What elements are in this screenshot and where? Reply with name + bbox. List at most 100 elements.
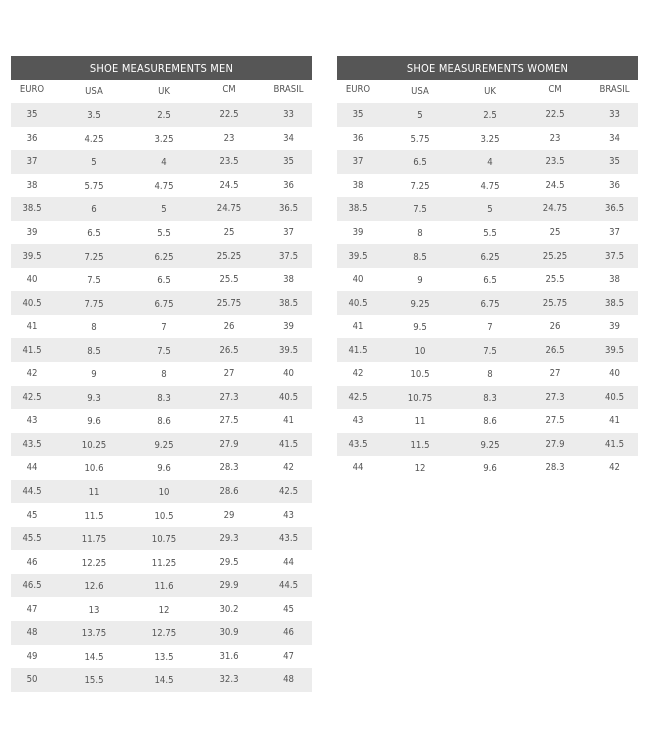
cell-brasil: 40.5 bbox=[278, 391, 299, 403]
cell-brasil: 38 bbox=[609, 274, 620, 286]
table-row: 46 12.25 11.25 29.5 44 bbox=[11, 550, 312, 574]
cell-uk: 11.25 bbox=[151, 557, 177, 569]
cell-uk: 9.25 bbox=[480, 439, 500, 451]
cell-usa: 13.75 bbox=[81, 628, 107, 640]
table-row: 38.5 7.5 5 24.75 36.5 bbox=[337, 197, 638, 221]
cell-usa: 10.5 bbox=[410, 369, 430, 381]
cell-usa: 10 bbox=[414, 345, 426, 357]
cell-cm: 32.3 bbox=[219, 674, 239, 686]
cell-usa: 7.5 bbox=[413, 204, 427, 216]
cell-brasil: 38 bbox=[283, 274, 294, 286]
cell-euro: 42.5 bbox=[22, 391, 42, 403]
cell-brasil: 42 bbox=[283, 462, 294, 474]
cell-usa: 11.5 bbox=[410, 439, 430, 451]
cell-usa: 12.6 bbox=[84, 581, 104, 593]
cell-cm: 27.3 bbox=[219, 391, 239, 403]
cell-usa: 7.25 bbox=[84, 251, 104, 263]
table-row: 43 9.6 8.6 27.5 41 bbox=[11, 409, 312, 433]
cell-uk: 8 bbox=[161, 369, 167, 381]
table-row: 46.5 12.6 11.6 29.9 44.5 bbox=[11, 573, 312, 598]
cell-usa: 9 bbox=[91, 369, 97, 381]
cell-uk: 6.5 bbox=[157, 275, 171, 287]
table-row: 45.5 11.75 10.75 29.3 43.5 bbox=[11, 526, 312, 551]
table-row: 40 9 6.5 25.5 38 bbox=[337, 268, 638, 292]
cell-brasil: 33 bbox=[609, 109, 620, 121]
cell-usa: 6.5 bbox=[413, 157, 427, 169]
men-table-title: SHOE MEASUREMENTS MEN bbox=[11, 56, 312, 80]
cell-brasil: 48 bbox=[283, 674, 294, 686]
table-row: 43.5 11.5 9.25 27.9 41.5 bbox=[337, 432, 638, 457]
cell-brasil: 43.5 bbox=[278, 533, 299, 545]
cell-euro: 41.5 bbox=[22, 344, 42, 356]
cell-cm: 29.9 bbox=[219, 580, 239, 592]
cell-usa: 14.5 bbox=[84, 651, 104, 663]
table-row: 38 5.75 4.75 24.5 36 bbox=[11, 174, 312, 198]
cell-uk: 7.5 bbox=[157, 345, 171, 357]
cell-uk: 5 bbox=[161, 204, 167, 216]
table-row: 40 7.5 6.5 25.5 38 bbox=[11, 268, 312, 292]
cell-usa: 15.5 bbox=[84, 675, 104, 687]
cell-cm: 25.5 bbox=[545, 274, 565, 286]
cell-euro: 49 bbox=[26, 650, 38, 662]
cell-uk: 13.5 bbox=[154, 651, 174, 663]
cell-cm: 30.9 bbox=[219, 627, 239, 639]
cell-euro: 38.5 bbox=[22, 203, 42, 215]
cell-euro: 44 bbox=[26, 462, 38, 474]
cell-brasil: 39.5 bbox=[604, 344, 625, 356]
column-header-cm: CM bbox=[222, 84, 236, 95]
cell-euro: 39.5 bbox=[22, 250, 42, 262]
cell-euro: 36 bbox=[26, 132, 38, 144]
cell-brasil: 38.5 bbox=[278, 297, 299, 309]
table-row: 40.5 7.75 6.75 25.75 38.5 bbox=[11, 291, 312, 315]
cell-usa: 11 bbox=[88, 487, 100, 499]
table-row: 50 15.5 14.5 32.3 48 bbox=[11, 668, 312, 692]
women-size-table: SHOE MEASUREMENTS WOMEN EURO USA UK CM BRASI… bbox=[337, 56, 638, 480]
cell-cm: 24.75 bbox=[542, 203, 568, 215]
cell-brasil: 42.5 bbox=[278, 486, 299, 498]
cell-euro: 43.5 bbox=[22, 438, 42, 450]
cell-euro: 39 bbox=[26, 227, 38, 238]
cell-usa: 7.25 bbox=[410, 180, 430, 192]
cell-brasil: 38.5 bbox=[604, 297, 625, 309]
table-row: 36 4.25 3.25 23 34 bbox=[11, 127, 312, 151]
table-row: 47 13 12 30.2 45 bbox=[11, 597, 312, 621]
cell-cm: 24.75 bbox=[216, 203, 242, 215]
table-row: 37 5 4 23.5 35 bbox=[11, 150, 312, 174]
cell-uk: 5 bbox=[487, 204, 493, 216]
cell-uk: 4.75 bbox=[154, 180, 174, 192]
column-header-euro: EURO bbox=[19, 84, 45, 95]
cell-euro: 39.5 bbox=[348, 250, 368, 262]
table-row: 48 13.75 12.75 30.9 46 bbox=[11, 621, 312, 645]
men-table-header-row: EURO USA UK CM BRASIL bbox=[11, 80, 312, 103]
column-header-uk: UK bbox=[158, 86, 170, 97]
cell-cm: 25.75 bbox=[542, 297, 568, 309]
cell-usa: 3.5 bbox=[87, 110, 101, 122]
cell-uk: 9.6 bbox=[483, 463, 497, 475]
cell-brasil: 37.5 bbox=[278, 250, 299, 262]
cell-brasil: 37.5 bbox=[604, 250, 625, 262]
cell-brasil: 41 bbox=[609, 415, 620, 427]
men-size-table: SHOE MEASUREMENTS MEN EURO USA UK CM BRASIL … bbox=[11, 56, 312, 692]
table-row: 38.5 6 5 24.75 36.5 bbox=[11, 197, 312, 221]
cell-brasil: 37 bbox=[283, 227, 294, 238]
cell-cm: 25.25 bbox=[542, 250, 568, 262]
cell-uk: 10 bbox=[158, 487, 170, 499]
cell-cm: 26 bbox=[223, 321, 235, 333]
cell-euro: 40.5 bbox=[348, 297, 368, 309]
cell-cm: 29 bbox=[223, 509, 235, 521]
cell-usa: 8 bbox=[91, 322, 97, 334]
cell-brasil: 40.5 bbox=[604, 391, 625, 403]
cell-euro: 37 bbox=[352, 156, 364, 168]
cell-uk: 3.25 bbox=[480, 133, 500, 145]
cell-uk: 7 bbox=[487, 322, 493, 334]
cell-usa: 9 bbox=[417, 275, 423, 287]
table-row: 38 7.25 4.75 24.5 36 bbox=[337, 174, 638, 198]
cell-usa: 12.25 bbox=[81, 557, 107, 569]
cell-cm: 29.3 bbox=[219, 533, 239, 545]
cell-uk: 5.5 bbox=[483, 228, 497, 239]
cell-usa: 7.5 bbox=[87, 275, 101, 287]
cell-cm: 27.5 bbox=[219, 415, 239, 427]
cell-uk: 8.3 bbox=[157, 392, 171, 404]
cell-euro: 36 bbox=[352, 132, 364, 144]
cell-usa: 4.25 bbox=[84, 133, 104, 145]
